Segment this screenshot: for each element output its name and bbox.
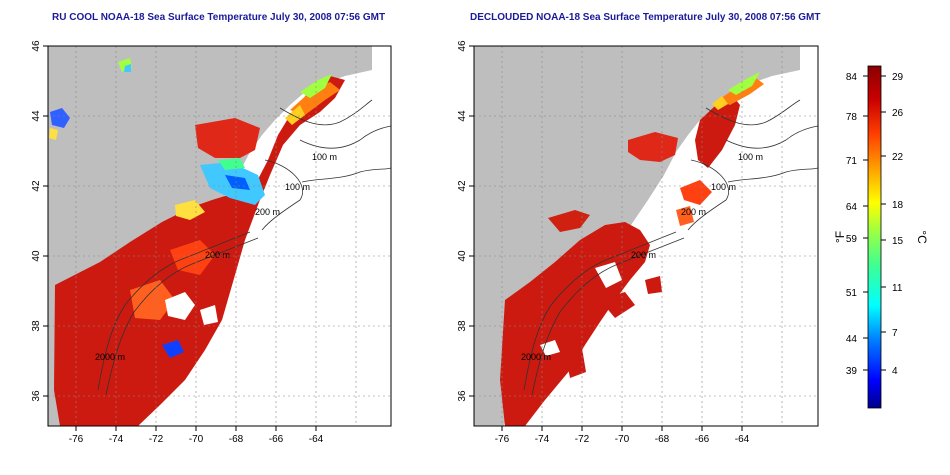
colorbar-gradient bbox=[867, 65, 882, 409]
fahrenheit-tick: 39 bbox=[846, 366, 858, 377]
celsius-tick: 22 bbox=[892, 152, 904, 163]
depth-contours bbox=[97, 99, 391, 396]
fahrenheit-tick: 44 bbox=[846, 334, 858, 345]
celsius-tick: 18 bbox=[892, 200, 904, 211]
y-tick-label: 44 bbox=[31, 110, 42, 122]
x-tick-label: -76 bbox=[495, 434, 510, 445]
celsius-tick: 11 bbox=[892, 283, 903, 294]
x-tick-label: -64 bbox=[309, 434, 324, 445]
x-tick-label: -76 bbox=[69, 434, 84, 445]
x-tick-label: -72 bbox=[575, 434, 590, 445]
y-tick-label: 40 bbox=[31, 250, 42, 262]
colorbar: 84 78 71 64 59 51 44 39 29 26 22 18 15 1… bbox=[833, 65, 929, 409]
contour-label: 200 m bbox=[255, 207, 280, 217]
y-tick-label: 46 bbox=[457, 40, 468, 52]
grid-lines bbox=[48, 46, 391, 426]
celsius-tick: 7 bbox=[892, 328, 898, 339]
y-tick-label: 42 bbox=[457, 180, 468, 192]
contour-label: 2000 m bbox=[95, 352, 125, 362]
y-tick-label: 36 bbox=[457, 390, 468, 402]
x-tick-label: -70 bbox=[615, 434, 630, 445]
x-tick-label: -64 bbox=[735, 434, 750, 445]
y-tick-label: 38 bbox=[457, 320, 468, 332]
x-tick-label: -68 bbox=[655, 434, 670, 445]
land-mass bbox=[474, 46, 800, 426]
contour-label: 200 m bbox=[681, 207, 706, 217]
y-tick-label: 38 bbox=[31, 320, 42, 332]
fahrenheit-tick: 59 bbox=[846, 234, 858, 245]
grid-lines bbox=[474, 46, 818, 426]
x-tick-label: -70 bbox=[189, 434, 204, 445]
fahrenheit-tick: 64 bbox=[846, 202, 858, 213]
fahrenheit-tick: 51 bbox=[846, 288, 858, 299]
celsius-tick: 29 bbox=[892, 72, 904, 83]
y-tick-label: 36 bbox=[31, 390, 42, 402]
contour-label: 200 m bbox=[631, 250, 656, 260]
x-tick-label: -74 bbox=[109, 434, 124, 445]
contour-label: 2000 m bbox=[521, 352, 551, 362]
x-tick-label: -68 bbox=[229, 434, 244, 445]
fahrenheit-tick: 78 bbox=[846, 112, 858, 123]
y-tick-label: 46 bbox=[31, 40, 42, 52]
x-tick-label: -66 bbox=[269, 434, 284, 445]
x-tick-label: -74 bbox=[535, 434, 550, 445]
celsius-tick: 26 bbox=[892, 108, 904, 119]
left-map: 100 m 100 m 200 m 200 m 2000 m bbox=[31, 40, 392, 445]
x-tick-label: -72 bbox=[149, 434, 164, 445]
fahrenheit-tick: 71 bbox=[846, 156, 858, 167]
contour-label: 100 m bbox=[285, 182, 310, 192]
contour-label: 100 m bbox=[738, 152, 763, 162]
celsius-axis-label: °C bbox=[915, 230, 929, 244]
contour-label: 100 m bbox=[711, 182, 736, 192]
right-map-title: DECLOUDED NOAA-18 Sea Surface Temperatur… bbox=[470, 12, 821, 23]
land-mass bbox=[48, 46, 372, 426]
right-map: 100 m 100 m 200 m 200 m 2000 m bbox=[457, 40, 819, 445]
celsius-tick: 4 bbox=[892, 366, 898, 377]
sst-data bbox=[500, 72, 764, 426]
celsius-tick: 15 bbox=[892, 236, 904, 247]
y-tick-label: 44 bbox=[457, 110, 468, 122]
x-tick-label: -66 bbox=[695, 434, 710, 445]
y-tick-label: 40 bbox=[457, 250, 468, 262]
fahrenheit-axis-label: °F bbox=[833, 231, 847, 243]
y-tick-label: 42 bbox=[31, 180, 42, 192]
depth-contours bbox=[523, 99, 818, 396]
fahrenheit-tick: 84 bbox=[846, 72, 858, 83]
left-map-title: RU COOL NOAA-18 Sea Surface Temperature … bbox=[52, 12, 386, 23]
contour-label: 200 m bbox=[205, 250, 230, 260]
contour-label: 100 m bbox=[312, 152, 337, 162]
